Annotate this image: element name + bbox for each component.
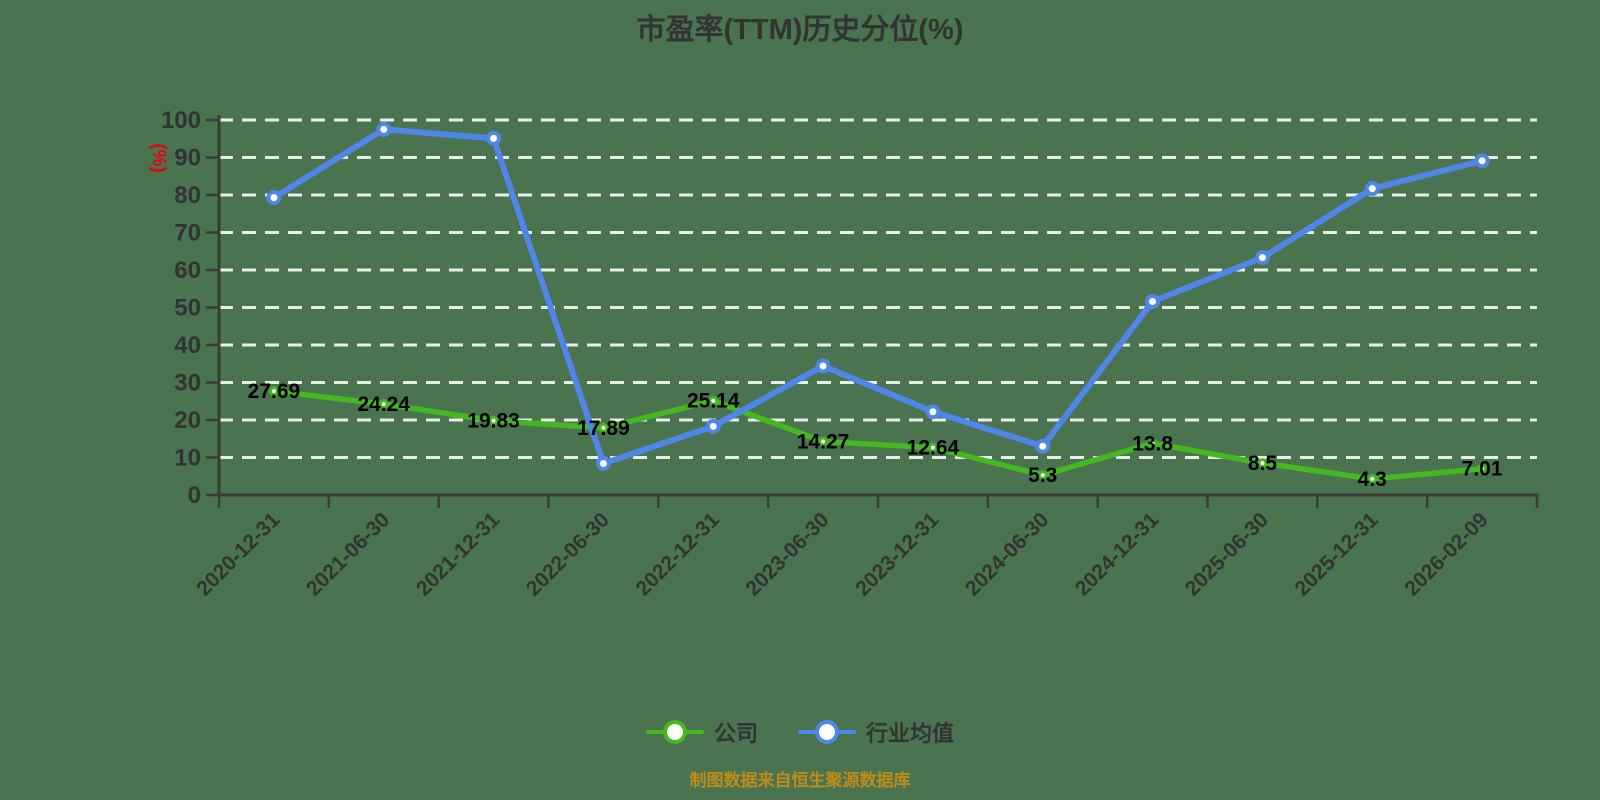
x-tick-label: 2022-06-30 (522, 508, 614, 600)
y-tick-label: 30 (174, 370, 201, 397)
point-value-label: 19.83 (467, 410, 520, 433)
y-tick-label: 90 (174, 145, 201, 172)
point-value-label: 13.8 (1132, 432, 1173, 455)
series-line-1 (270, 126, 1486, 467)
data-point-series-1[interactable] (1035, 438, 1051, 454)
chart-legend: 公司 行业均值 (0, 716, 1600, 748)
y-tick-label: 60 (174, 257, 201, 284)
data-point-series-0[interactable] (378, 399, 389, 410)
legend-label-company: 公司 (713, 721, 758, 746)
x-tick-label: 2023-12-31 (851, 508, 943, 600)
data-point-series-0[interactable] (268, 386, 279, 397)
x-tick-label: 2025-12-31 (1291, 508, 1383, 600)
y-tick-label: 100 (161, 107, 201, 134)
point-value-label: 25.14 (687, 390, 740, 413)
x-tick-label: 2021-06-30 (302, 508, 394, 600)
x-tick-label: 2022-12-31 (632, 508, 724, 600)
data-point-series-1[interactable] (1254, 250, 1270, 266)
point-value-label: 8.5 (1248, 452, 1278, 475)
data-point-series-0[interactable] (598, 422, 609, 433)
data-point-series-1[interactable] (376, 121, 392, 137)
data-point-series-1[interactable] (705, 418, 721, 434)
chart-title: 市盈率(TTM)历史分位(%) (636, 14, 964, 46)
data-point-series-0[interactable] (708, 395, 719, 406)
data-point-series-0[interactable] (488, 415, 499, 426)
y-tick-label: 0 (188, 482, 201, 509)
point-value-label: 14.27 (797, 430, 850, 453)
data-point-series-1[interactable] (266, 190, 282, 206)
data-point-series-0[interactable] (1037, 470, 1048, 481)
data-point-series-0[interactable] (1147, 438, 1158, 449)
legend-label-industry: 行业均值 (866, 721, 955, 746)
point-value-label: 12.64 (907, 437, 960, 460)
data-point-series-0[interactable] (927, 442, 938, 453)
y-tick-label: 10 (174, 445, 201, 472)
point-value-label: 17.89 (577, 417, 630, 440)
data-point-series-1[interactable] (1145, 294, 1161, 309)
point-value-label: 24.24 (357, 393, 410, 416)
legend-item-industry[interactable]: 行业均值 (798, 716, 954, 748)
data-point-series-0[interactable] (818, 436, 829, 447)
data-point-series-0[interactable] (1477, 463, 1488, 474)
y-tick-label: 20 (174, 407, 201, 434)
data-point-series-1[interactable] (925, 404, 941, 420)
point-value-label: 4.3 (1358, 468, 1387, 491)
data-point-series-0[interactable] (1367, 473, 1378, 484)
x-tick-label: 2026-02-09 (1400, 508, 1492, 600)
data-point-series-0[interactable] (1257, 458, 1268, 469)
x-tick-label: 2025-06-30 (1181, 508, 1273, 600)
point-value-label: 27.69 (248, 380, 301, 403)
y-tick-label: 70 (174, 220, 201, 247)
data-point-series-1[interactable] (595, 456, 611, 471)
y-tick-label: 50 (174, 295, 201, 322)
y-tick-label: 80 (174, 182, 201, 209)
x-tick-label: 2024-06-30 (961, 508, 1053, 600)
legend-item-company[interactable]: 公司 (645, 716, 758, 748)
industry-series-marker-icon (798, 719, 856, 745)
data-source-note: 制图数据来自恒生聚源数据库 (689, 771, 911, 790)
x-tick-label: 2023-06-30 (741, 508, 833, 600)
data-point-series-1[interactable] (1364, 181, 1380, 197)
x-tick-label: 2020-12-31 (192, 508, 284, 600)
x-tick-label: 2021-12-31 (412, 508, 504, 600)
point-value-label: 7.01 (1462, 458, 1503, 481)
series-line-0 (271, 388, 1485, 482)
data-point-series-1[interactable] (1474, 153, 1490, 169)
y-tick-label: 40 (174, 332, 201, 359)
point-value-label: 5.3 (1028, 464, 1057, 487)
x-tick-label: 2024-12-31 (1071, 508, 1163, 600)
company-series-marker-icon (645, 719, 704, 745)
data-point-series-1[interactable] (486, 130, 502, 146)
data-point-series-1[interactable] (815, 358, 831, 374)
